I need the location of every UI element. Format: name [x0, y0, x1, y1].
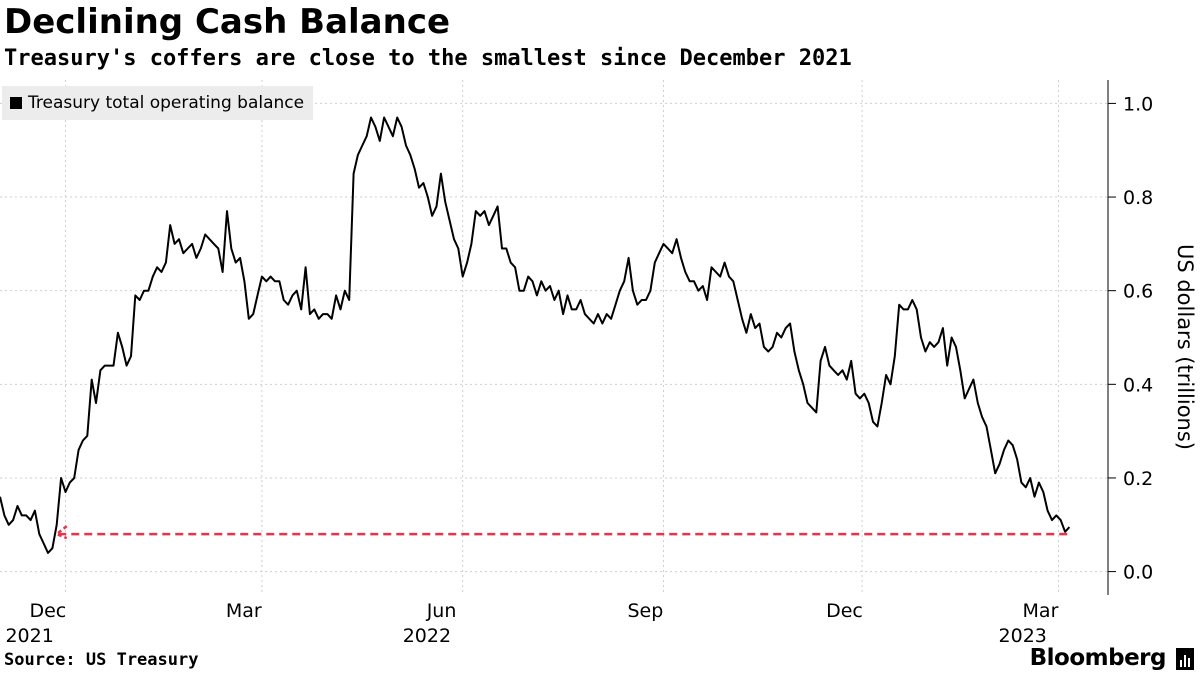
y-tick-label: 0.4	[1123, 374, 1153, 396]
x-tick-label: Mar	[1023, 600, 1059, 622]
y-tick-label: 0.8	[1123, 187, 1153, 209]
brand-chart-icon	[1176, 648, 1194, 670]
x-tick-label: Dec	[29, 600, 66, 622]
source-note: Source: US Treasury	[4, 650, 199, 670]
x-tick-label: Jun	[426, 600, 457, 622]
x-tick-label: Dec	[826, 600, 863, 622]
chart-subtitle: Treasury's coffers are close to the smal…	[4, 46, 852, 71]
y-tick-label: 0.0	[1123, 562, 1153, 584]
gridlines	[0, 80, 1108, 595]
x-axis: Dec 2021 Mar Jun 2022 Sep Dec Mar 2023	[5, 600, 1058, 647]
annotation-arrowhead	[54, 525, 68, 540]
annotation-group	[54, 525, 1068, 540]
y-tick-label: 1.0	[1123, 93, 1153, 115]
series-group	[0, 116, 1071, 554]
x-tick-year-label: 2022	[403, 625, 451, 647]
legend: Treasury total operating balance	[2, 86, 314, 120]
brand-logo-text: Bloomberg	[1029, 645, 1167, 671]
x-tick-year-label: 2023	[999, 625, 1047, 647]
y-tick-label: 0.2	[1123, 468, 1153, 490]
x-tick-label: Sep	[627, 600, 663, 622]
y-axis: 0.0 0.2 0.4 0.6 0.8 1.0	[1107, 80, 1153, 595]
y-tick-label: 0.6	[1123, 281, 1153, 303]
y-axis-label: US dollars (trillions)	[1173, 244, 1197, 450]
x-tick-year-label: 2021	[5, 625, 53, 647]
x-tick-label: Mar	[226, 600, 262, 622]
legend-label: Treasury total operating balance	[28, 93, 305, 113]
series-line	[0, 116, 1071, 554]
legend-swatch	[10, 97, 22, 109]
chart-title: Declining Cash Balance	[4, 2, 451, 42]
